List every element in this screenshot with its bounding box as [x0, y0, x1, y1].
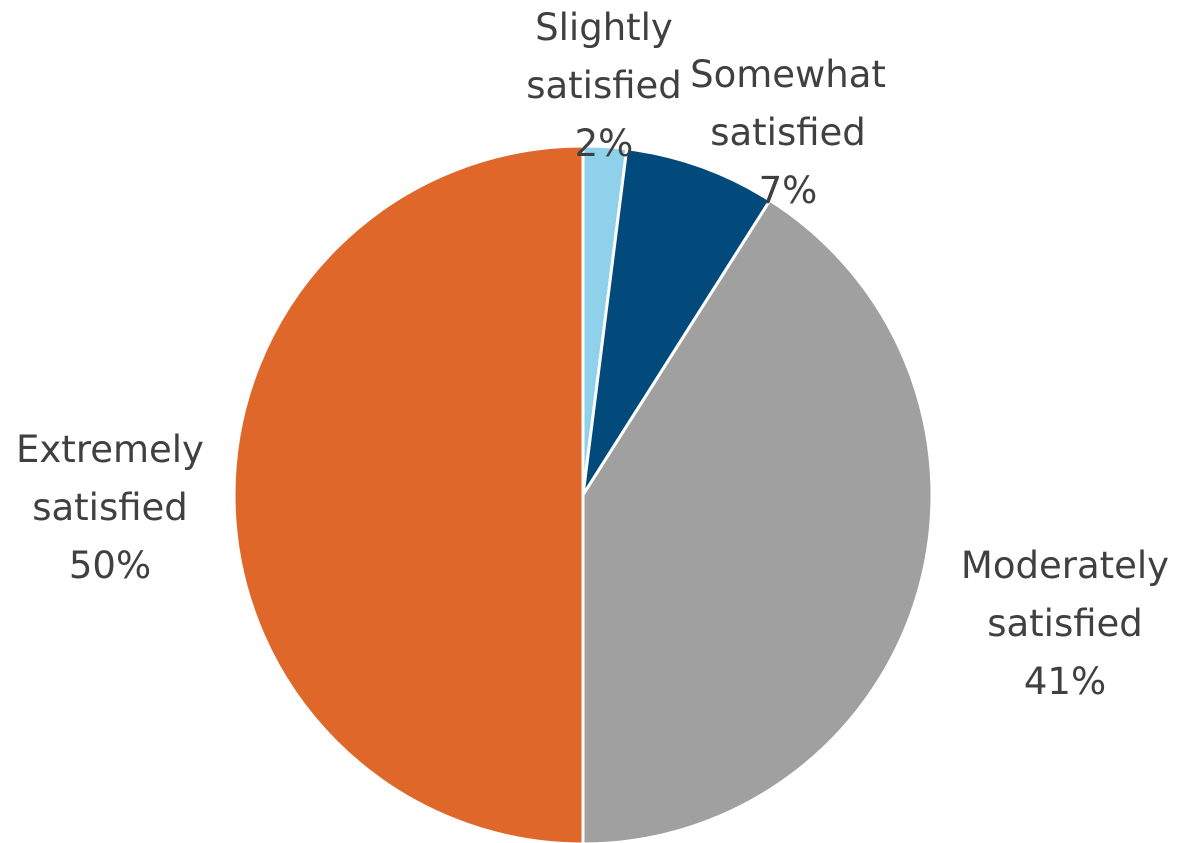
data-label-somewhat-satisfied: Somewhat satisfied 7% — [690, 53, 886, 212]
pie-slice-moderately-satisfied — [581, 198, 934, 843]
pie-labels: Slightly satisfied 2%Somewhat satisfied 7% Mo… — [16, 6, 1169, 703]
data-label-extremely-satisfied: Extremely satisfied 50% — [16, 428, 204, 587]
data-label-slightly-satisfied: Slightly satisfied 2% — [526, 6, 682, 165]
pie-slice-somewhat-satisfied — [581, 147, 772, 497]
data-label-moderately-satisfied: Moderately satisfied 41% — [961, 544, 1169, 703]
pie-slices — [232, 144, 934, 843]
pie-slice-extremely-satisfied — [232, 144, 585, 843]
